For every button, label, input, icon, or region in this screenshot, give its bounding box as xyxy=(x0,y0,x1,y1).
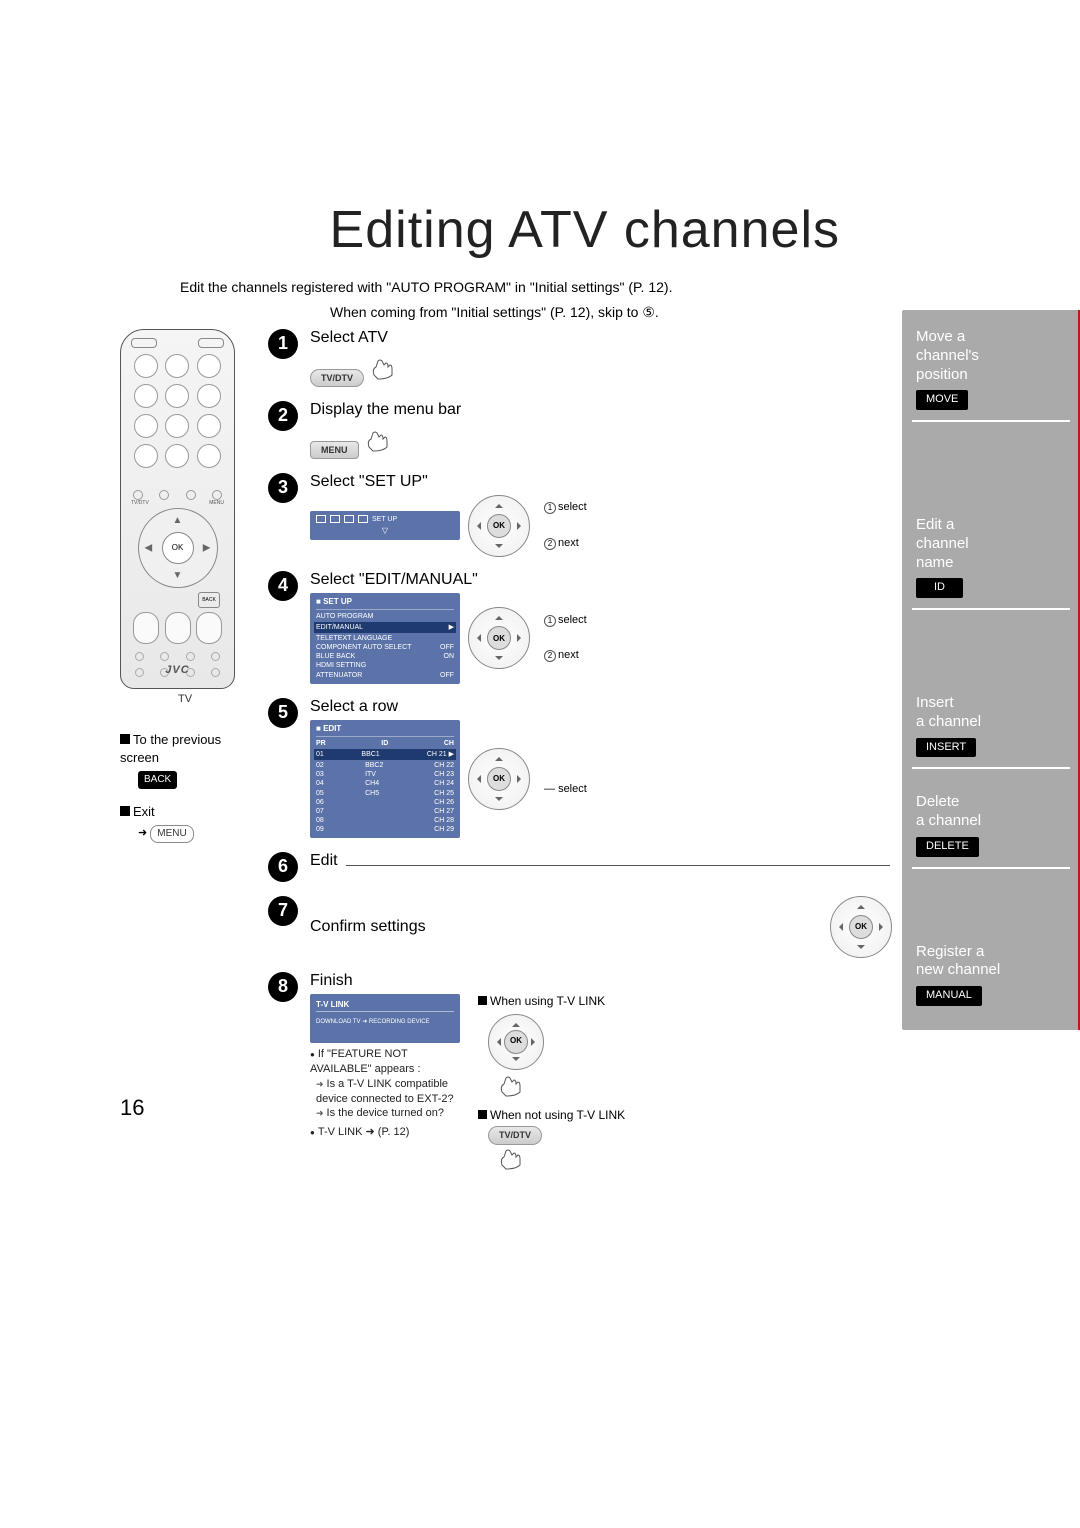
manual-tag: MANUAL xyxy=(916,986,982,1006)
step-4: 4 Select "EDIT/MANUAL" ■ SET UP AUTO PRO… xyxy=(268,571,950,684)
remote-control: TV/DTV MENU ▲ ▼ ◀ ▶ BACK JVC xyxy=(120,329,235,689)
step-5: 5 Select a row ■ EDIT PRIDCH 01BBC1CH 21… xyxy=(268,698,950,838)
nav-disc-icon: OK xyxy=(830,896,892,958)
id-tag: ID xyxy=(916,578,963,598)
step-1: 1 Select ATV TV/DTV xyxy=(268,329,950,387)
steps-column: 1 Select ATV TV/DTV 2 Display the menu b… xyxy=(250,329,950,1192)
nav-disc-icon: OK xyxy=(468,607,530,669)
menu-badge: MENU xyxy=(150,825,193,843)
step-title: Select "SET UP" xyxy=(310,473,950,491)
sidebar-delete: Delete a channel DELETE xyxy=(902,773,1080,862)
insert-tag: INSERT xyxy=(916,738,976,758)
nav-disc-icon: OK xyxy=(468,495,530,557)
step-2: 2 Display the menu bar MENU xyxy=(268,401,950,459)
nav-disc-icon: OK xyxy=(468,748,530,810)
disc-labels: — select xyxy=(544,761,587,796)
intro-text-1: Edit the channels registered with "AUTO … xyxy=(120,278,950,298)
press-hand-icon xyxy=(368,355,398,381)
step-bullet: 2 xyxy=(268,401,298,431)
sidebar-move: Move a channel's position MOVE xyxy=(902,318,1080,416)
step-bullet: 1 xyxy=(268,329,298,359)
tvdtv-pill: TV/DTV xyxy=(310,369,364,387)
remote-label: TV xyxy=(120,693,250,705)
sidebar: Move a channel's position MOVE Edit a ch… xyxy=(902,310,1080,1030)
sidebar-edit-name: Edit a channel name ID xyxy=(902,426,1080,604)
step-bullet: 3 xyxy=(268,473,298,503)
page-number: 16 xyxy=(120,1095,144,1121)
tvlink-screenshot: T-V LINK DOWNLOAD TV ➜ RECORDING DEVICE xyxy=(310,994,460,1043)
disc-labels: 1select 2next xyxy=(544,501,587,549)
sidebar-register: Register a new channel MANUAL xyxy=(902,873,1080,1012)
step-bullet: 4 xyxy=(268,571,298,601)
step-bullet: 6 xyxy=(268,852,298,882)
step-title: Edit xyxy=(310,852,338,870)
press-hand-icon xyxy=(363,427,393,453)
step-title: Finish xyxy=(310,972,950,990)
remote-dpad: ▲ ▼ ◀ ▶ xyxy=(138,508,218,588)
step8-notes-right: When using T-V LINK OK When not using T-… xyxy=(478,994,625,1178)
move-tag: MOVE xyxy=(916,390,968,410)
step-bullet: 5 xyxy=(268,698,298,728)
prev-screen-note: To the previous screen BACK xyxy=(120,731,250,789)
step-7: 7 Confirm settings OK xyxy=(268,896,950,958)
step-3: 3 Select "SET UP" SET UP ▽ xyxy=(268,473,950,557)
tvdtv-pill: TV/DTV xyxy=(488,1126,542,1146)
page-title: Editing ATV channels xyxy=(120,200,950,260)
step-6: 6 Edit xyxy=(268,852,950,882)
step-title: Select ATV xyxy=(310,329,950,347)
step-title: Select a row xyxy=(310,698,950,716)
setup-screenshot: SET UP ▽ xyxy=(310,511,460,540)
remote-column: TV/DTV MENU ▲ ▼ ◀ ▶ BACK JVC TV To the p… xyxy=(120,329,250,844)
remote-brand: JVC xyxy=(121,664,234,676)
step-title: Display the menu bar xyxy=(310,401,950,419)
remote-menu-btn xyxy=(212,490,222,500)
remote-tvdtv-btn xyxy=(133,490,143,500)
step-8: 8 Finish T-V LINK DOWNLOAD TV ➜ RECORDIN… xyxy=(268,972,950,1178)
sidebar-insert: Insert a channel INSERT xyxy=(902,614,1080,763)
remote-back-btn: BACK xyxy=(198,592,220,608)
exit-note: Exit ➜ MENU xyxy=(120,803,250,843)
step-bullet: 8 xyxy=(268,972,298,1002)
edit-list-screenshot: ■ EDIT PRIDCH 01BBC1CH 21 ▶02BBC2CH 2203… xyxy=(310,720,460,838)
delete-tag: DELETE xyxy=(916,837,979,857)
step8-notes-left: If "FEATURE NOT AVAILABLE" appears : Is … xyxy=(310,1047,470,1140)
step-title: Select "EDIT/MANUAL" xyxy=(310,571,950,589)
back-badge: BACK xyxy=(138,771,177,789)
setup-menu-screenshot: ■ SET UP AUTO PROGRAMEDIT/MANUAL▶TELETEX… xyxy=(310,593,460,684)
step-title: Confirm settings xyxy=(310,918,822,936)
step-bullet: 7 xyxy=(268,896,298,926)
disc-labels: 1select 2next xyxy=(544,614,587,662)
intro-text-2: When coming from "Initial settings" (P. … xyxy=(120,304,950,321)
menu-pill: MENU xyxy=(310,441,359,459)
